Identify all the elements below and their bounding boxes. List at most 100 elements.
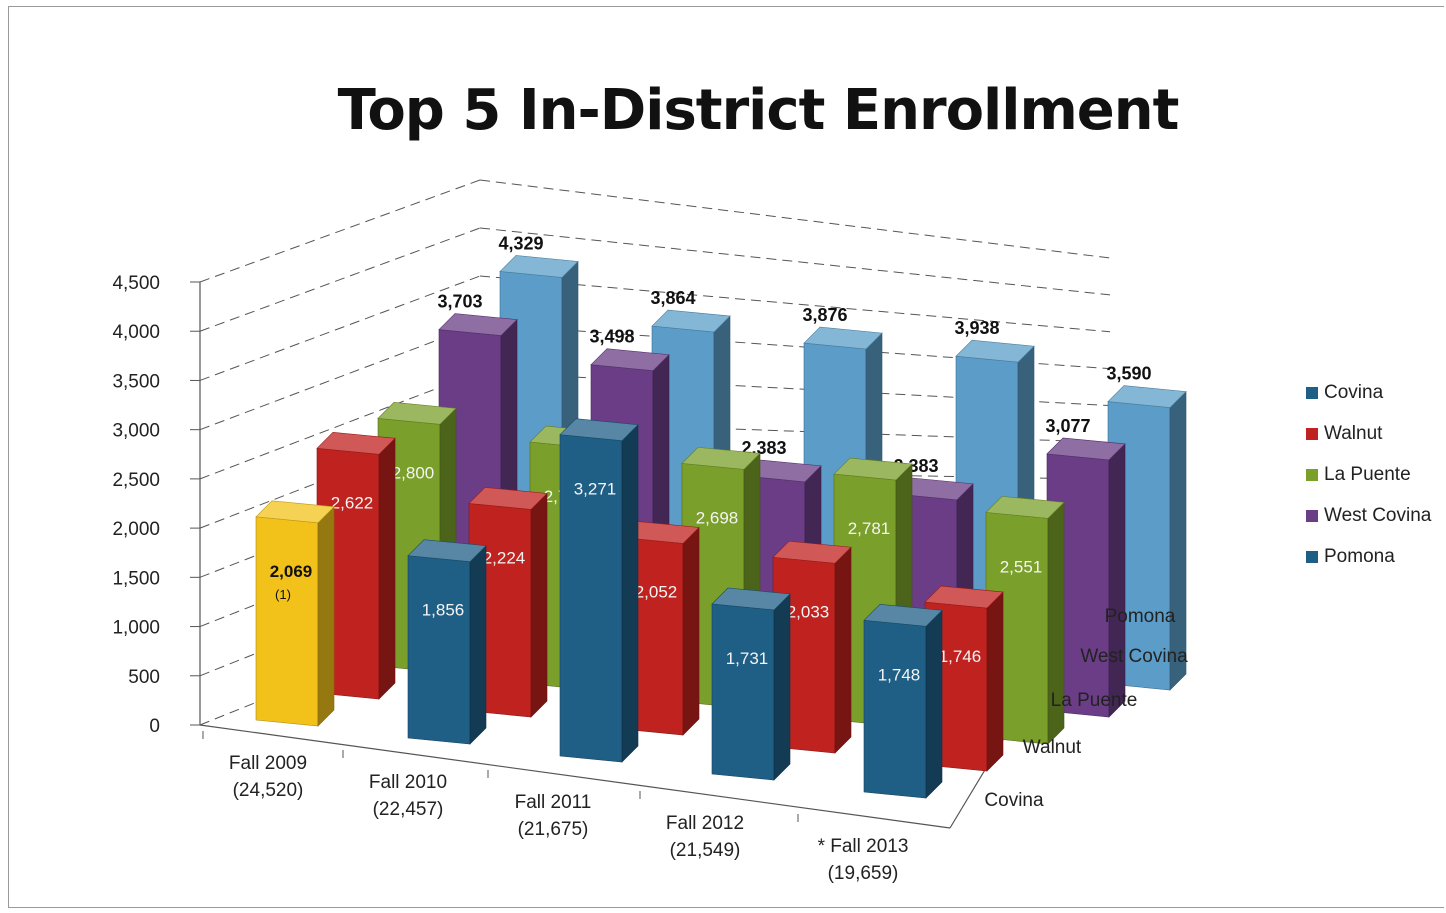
- x-axis: [199, 724, 951, 829]
- bar-covina-1: 1,856: [407, 539, 487, 745]
- gridline-back: [479, 275, 1111, 333]
- gridline-side: [199, 275, 481, 381]
- bar-front: [255, 516, 319, 727]
- data-label: 2,781: [848, 519, 891, 538]
- data-label: 2,033: [787, 602, 830, 621]
- gridline-back: [479, 323, 1111, 370]
- chart-frame: [8, 6, 1444, 908]
- data-label: 4,329: [498, 233, 543, 253]
- bar-top: [863, 603, 943, 627]
- legend-label: Walnut: [1324, 423, 1383, 444]
- data-label: 2,800: [392, 463, 435, 482]
- bar-side: [773, 593, 791, 781]
- bar-side: [834, 546, 852, 754]
- bar-top: [499, 255, 579, 278]
- bar-side: [925, 609, 943, 799]
- bar-top: [438, 313, 518, 336]
- bar-covina-0: 2,069 (1): [255, 500, 335, 727]
- y-tick-label: 1,000: [112, 618, 160, 639]
- x-tick-label: * Fall 2013: [818, 836, 909, 857]
- legend-item: Walnut: [1306, 423, 1431, 464]
- gridline-back: [479, 227, 1111, 296]
- bar-top: [316, 431, 396, 455]
- depth-tick-label: Pomona: [1105, 606, 1176, 627]
- data-label: 2,069: [270, 562, 313, 581]
- x-tick-label: Fall 2010: [369, 772, 447, 793]
- bar-top: [559, 418, 639, 442]
- bar-covina-3: 1,731: [711, 587, 791, 781]
- bar-front: [711, 603, 775, 781]
- data-label: 1,731: [726, 649, 769, 668]
- x-tick-total: (19,659): [828, 863, 899, 884]
- bar-side: [986, 591, 1004, 772]
- bar-front: [407, 555, 471, 745]
- data-label: 2,551: [1000, 557, 1043, 576]
- gridline-back: [479, 179, 1111, 259]
- bar-top: [924, 585, 1004, 609]
- y-tick-label: 4,000: [112, 322, 160, 343]
- legend-swatch: [1306, 428, 1318, 440]
- data-label: 3,271: [574, 480, 617, 499]
- gridline-back: [479, 371, 1111, 407]
- y-tick-label: 3,000: [112, 421, 160, 442]
- bar-top: [590, 348, 670, 372]
- chart-legend: Covina Walnut La Puente West Covina Pomona: [1306, 382, 1431, 587]
- bar-side: [682, 526, 700, 736]
- gridline-side: [199, 323, 481, 431]
- gridline-side: [199, 371, 481, 480]
- bar-top: [985, 496, 1065, 519]
- y-tick-label: 3,500: [112, 371, 160, 392]
- legend-swatch: [1306, 469, 1318, 481]
- y-tick-label: 1,500: [112, 568, 160, 589]
- bar-side: [621, 423, 639, 763]
- legend-label: La Puente: [1324, 464, 1411, 485]
- depth-tick-label: La Puente: [1051, 690, 1138, 711]
- data-label: 3,864: [650, 288, 695, 308]
- depth-tick-label: Walnut: [1023, 737, 1082, 758]
- legend-swatch: [1306, 510, 1318, 522]
- data-label-note: (1): [275, 587, 291, 602]
- bar-top: [1107, 385, 1187, 408]
- data-label: 3,703: [437, 292, 482, 312]
- bar-top: [255, 500, 335, 524]
- y-tick-label: 4,500: [112, 273, 160, 294]
- bar-covina-2: 3,271: [559, 418, 639, 763]
- x-tick-total: (22,457): [373, 799, 444, 820]
- legend-swatch: [1306, 551, 1318, 563]
- x-tick-label: Fall 2012: [666, 813, 744, 834]
- bar-top: [1046, 437, 1126, 461]
- x-tick-total: (21,549): [670, 840, 741, 861]
- data-label: 1,746: [939, 647, 982, 666]
- bar-side: [317, 506, 335, 727]
- chart-title: Top 5 In-District Enrollment: [337, 78, 1180, 143]
- legend-label: West Covina: [1324, 505, 1432, 526]
- legend-swatch: [1306, 387, 1318, 399]
- depth-tick-label: West Covina: [1080, 646, 1188, 667]
- legend-item: Pomona: [1306, 546, 1431, 587]
- data-label: 1,856: [422, 601, 465, 620]
- x-tick-label: Fall 2009: [229, 753, 307, 774]
- depth-tick-label: Covina: [984, 790, 1044, 811]
- x-tick-label: Fall 2011: [515, 792, 592, 813]
- legend-item: Covina: [1306, 382, 1431, 423]
- bar-front: [863, 619, 927, 799]
- data-label: 1,748: [878, 665, 921, 684]
- bar-top: [803, 326, 883, 350]
- x-tick-total: (21,675): [518, 819, 589, 840]
- x-tick-total: (24,520): [233, 780, 304, 801]
- legend-label: Pomona: [1324, 546, 1395, 567]
- bar-top: [833, 457, 913, 481]
- bar-covina-4: 1,748: [863, 603, 943, 799]
- gridline-side: [199, 179, 481, 283]
- data-label: 2,224: [483, 548, 526, 567]
- bar-top: [377, 402, 457, 425]
- data-label: 3,876: [802, 305, 847, 325]
- bar-top: [468, 487, 548, 510]
- grid-lines: 0 500 1,000 1,500 2,000 2,500 3,000 3,500 4,000 4…: [112, 179, 1111, 737]
- bars: 4,3293,8643,8763,9383,5903,7033,4982,383…: [255, 233, 1187, 799]
- y-tick-label: 0: [149, 716, 160, 737]
- data-label: 2,622: [331, 493, 374, 512]
- y-tick-label: 500: [128, 667, 160, 688]
- bar-top: [681, 447, 761, 470]
